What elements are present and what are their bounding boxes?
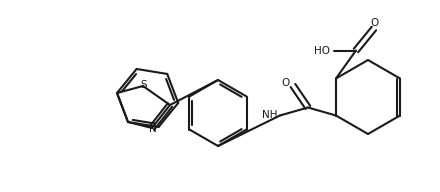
- Text: O: O: [282, 79, 290, 89]
- Text: S: S: [141, 80, 147, 90]
- Text: N: N: [149, 124, 157, 134]
- Text: NH: NH: [262, 111, 278, 121]
- Text: O: O: [371, 18, 379, 28]
- Text: HO: HO: [314, 46, 330, 55]
